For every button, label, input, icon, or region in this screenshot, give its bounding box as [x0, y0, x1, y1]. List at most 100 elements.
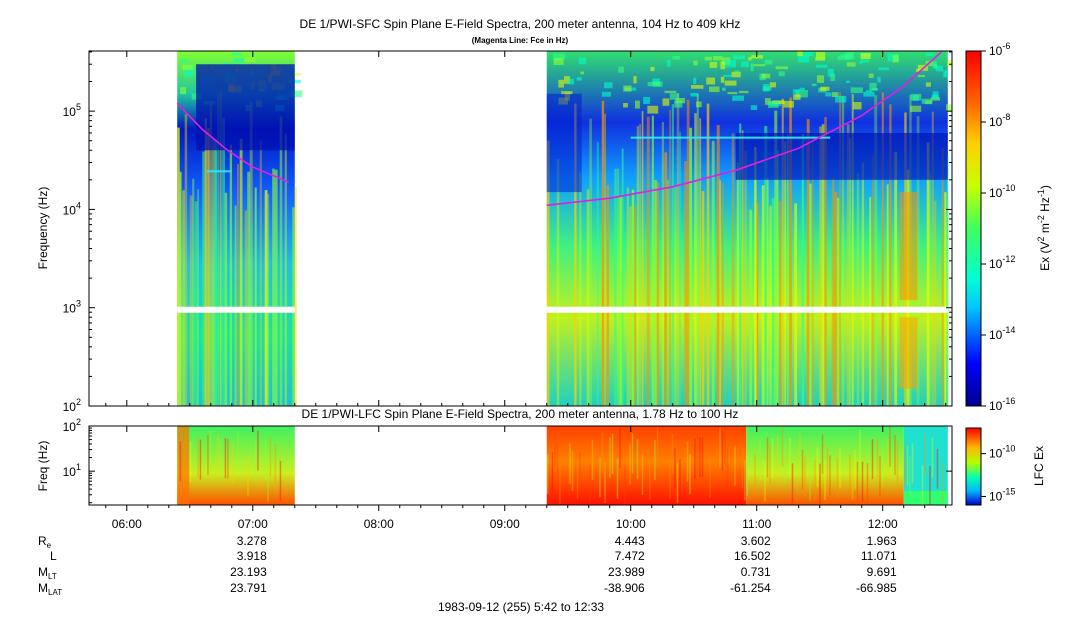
fce-line-segment-1: [176, 102, 289, 183]
ephemeris-label-main: R: [38, 534, 47, 548]
ephemeris-value: 23.989: [608, 565, 645, 579]
sfc-y-tick-exp: 2: [76, 397, 81, 407]
ephemeris-value: 3.918: [237, 549, 267, 563]
lfc-colorbar-label: LFC Ex: [1032, 446, 1046, 486]
time-tick-label: 09:00: [490, 517, 520, 531]
lfc-y-tick-exp: 2: [76, 417, 81, 427]
sfc-colorbar-tick-exp: -16: [1002, 396, 1015, 406]
lfc-y-label: Freq (Hz): [36, 441, 50, 492]
time-tick-label: 11:00: [742, 517, 771, 531]
lfc-y-tick-base: 10: [63, 465, 77, 479]
sfc-y-tick-base: 10: [63, 105, 77, 119]
sfc-colorbar-label-part: m: [1038, 223, 1052, 236]
lfc-plot-frame: [88, 425, 953, 506]
sfc-colorbar-tick-label: 10-12: [989, 254, 1015, 271]
fce-line-segment-2: [546, 51, 943, 207]
sfc-y-tick-label: 102: [63, 397, 81, 414]
lfc-colorbar-tick-base: 10: [989, 489, 1003, 503]
sfc-colorbar-tick-base: 10: [989, 328, 1003, 342]
lfc-y-tick-exp: 1: [76, 462, 81, 472]
ephemeris-value: 3.278: [237, 534, 267, 548]
sfc-colorbar-tick-exp: -14: [1002, 325, 1015, 335]
lfc-colorbar-tick-exp: -10: [1002, 444, 1015, 454]
sfc-colorbar-tick-base: 10: [989, 186, 1003, 200]
ephemeris-value: 11.071: [861, 549, 897, 563]
ephemeris-row-label: Re: [38, 534, 52, 550]
ephemeris-label-sub: LT: [48, 572, 57, 581]
sfc-colorbar-tick-base: 10: [989, 399, 1003, 413]
ephemeris-value: -66.985: [856, 581, 897, 595]
ephemeris-row-label: L: [50, 549, 57, 563]
sfc-y-tick-label: 104: [63, 200, 81, 217]
sfc-title: DE 1/PWI-SFC Spin Plane E-Field Spectra,…: [300, 17, 741, 31]
ephemeris-label-sub: LAT: [48, 588, 62, 597]
lfc-colorbar-tick-label: 10-10: [989, 444, 1015, 461]
sfc-colorbar-tick-base: 10: [989, 44, 1003, 58]
sfc-y-tick-label: 103: [63, 299, 81, 316]
lfc-title: DE 1/PWI-LFC Spin Plane E-Field Spectra,…: [302, 407, 739, 421]
ephemeris-label-main: M: [38, 581, 48, 595]
sfc-colorbar-tick-exp: -10: [1002, 183, 1015, 193]
sfc-colorbar-tick-base: 10: [989, 115, 1003, 129]
sfc-colorbar-label-part: Ex (V: [1038, 242, 1052, 271]
ephemeris-value: 9.691: [867, 565, 897, 579]
lfc-spectrogram: [177, 426, 948, 505]
ephemeris-value: 23.193: [230, 565, 267, 579]
sfc-y-tick-exp: 3: [76, 299, 81, 309]
time-tick-label: 10:00: [616, 517, 646, 531]
lfc-colorbar-tick-exp: -15: [1002, 486, 1015, 496]
ephemeris-value: 0.731: [741, 565, 771, 579]
lfc-y-tick-label: 101: [63, 462, 81, 479]
ephemeris-value: 7.472: [615, 549, 645, 563]
lfc-colorbar-tick-base: 10: [989, 447, 1003, 461]
time-axis: 06:00 07:00 08:00 09:00 10:00 11:00 12:00: [105, 51, 947, 531]
sfc-colorbar-tick-base: 10: [989, 257, 1003, 271]
ephemeris-label-main: M: [38, 565, 48, 579]
ephemeris-value: -38.906: [604, 581, 645, 595]
sfc-spectrogram: [177, 51, 952, 406]
ephemeris-label-sub: e: [47, 541, 52, 550]
ephemeris-value: -61.254: [730, 581, 771, 595]
sfc-colorbar-tick-exp: -8: [1002, 112, 1010, 122]
ephemeris-value: 16.502: [734, 549, 771, 563]
sfc-colorbar-tick-label: 10-14: [989, 325, 1015, 342]
sfc-colorbar-tick-label: 10-8: [989, 112, 1010, 129]
lfc-y-tick-base: 10: [63, 420, 77, 434]
lfc-y-tick-label: 102: [63, 417, 81, 434]
sfc-y-tick-exp: 4: [76, 200, 81, 210]
sfc-colorbar-label-part: -1: [1036, 189, 1046, 197]
lfc-colorbar-gradient: [965, 427, 982, 506]
sfc-colorbar-tick-exp: -6: [1002, 41, 1010, 51]
time-tick-label: 08:00: [364, 517, 394, 531]
sfc-colorbar-tick-label: 10-16: [989, 396, 1015, 413]
time-tick-label: 06:00: [112, 517, 142, 531]
sfc-colorbar-gradient: [965, 50, 982, 407]
sfc-subtitle: (Magenta Line: Fce in Hz): [472, 36, 569, 45]
sfc-y-label: Frequency (Hz): [36, 187, 50, 270]
time-tick-label: 07:00: [238, 517, 268, 531]
ephemeris-table: Re 3.278 4.443 3.602 1.963 L 3.918 7.472 16.502 1…: [38, 534, 897, 597]
sfc-y-tick-base: 10: [63, 302, 77, 316]
sfc-colorbar-label-part: ): [1038, 185, 1052, 189]
sfc-colorbar-tick-label: 10-10: [989, 183, 1015, 200]
sfc-colorbar-label-part: Hz: [1038, 197, 1052, 215]
sfc-plot-frame: [88, 50, 953, 407]
ephemeris-row-label: MLT: [38, 565, 57, 581]
sfc-y-tick-exp: 5: [76, 102, 81, 112]
ephemeris-row-label: MLAT: [38, 581, 62, 597]
sfc-y-tick-base: 10: [63, 400, 77, 414]
ephemeris-label-main: L: [50, 549, 57, 563]
sfc-colorbar-label: Ex (V2 m-2 Hz-1): [1036, 185, 1052, 271]
ephemeris-value: 4.443: [615, 534, 645, 548]
sfc-colorbar-label-part: 2: [1036, 237, 1046, 242]
footer-time-range: 1983-09-12 (255) 5:42 to 12:33: [438, 600, 604, 614]
ephemeris-value: 23.791: [230, 581, 267, 595]
